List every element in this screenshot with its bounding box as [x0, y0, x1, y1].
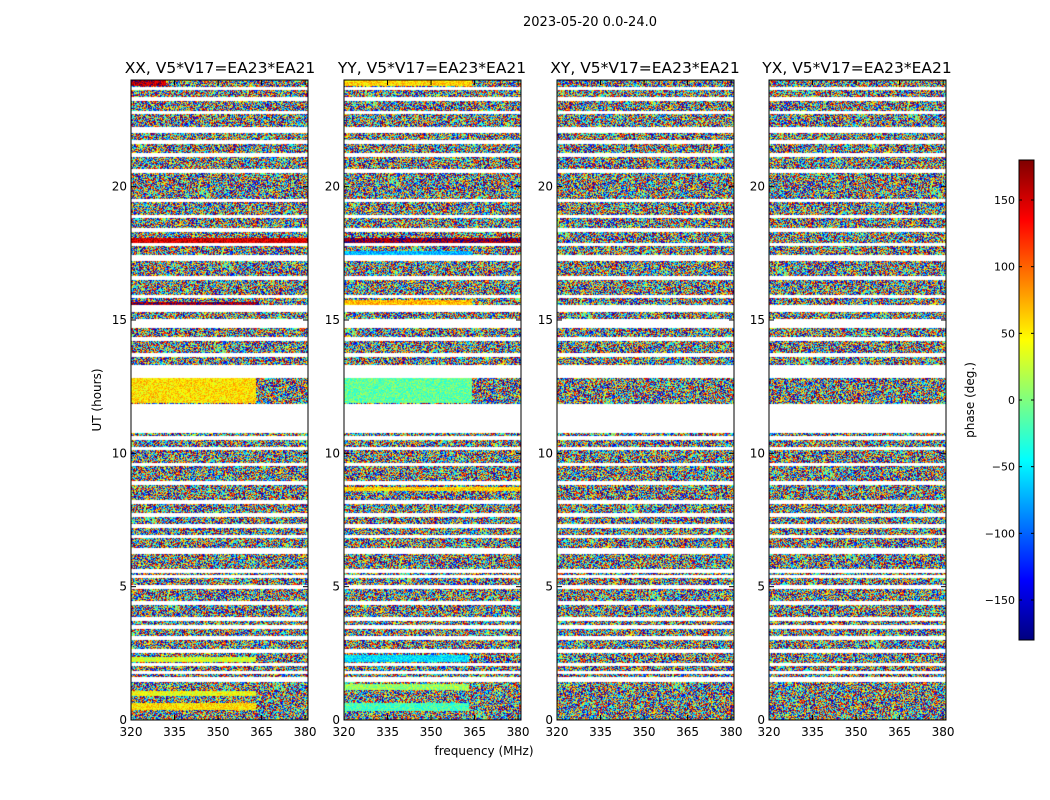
y-tick-label: 0 [757, 713, 765, 727]
colorbar-tick-label: −50 [992, 461, 1015, 474]
x-tick-label: 365 [888, 725, 911, 739]
axes-overlay: 320 335 350 365 380 0 5 10 15 20 320 335 350 365 380 0 5… [112, 79, 1034, 739]
x-tick-label: 320 [333, 725, 356, 739]
x-tick-label: 380 [720, 725, 743, 739]
plot-frame [556, 79, 735, 721]
panel-title: XX, V5*V17=EA23*EA21 [125, 59, 316, 77]
y-tick-label: 15 [112, 313, 127, 327]
y-tick-label: 15 [325, 313, 340, 327]
y-tick-label: 20 [112, 180, 127, 194]
x-axis-label: frequency (MHz) [434, 744, 533, 758]
panel-yy: YY, V5*V17=EA23*EA21 [337, 59, 526, 77]
y-tick-label: 15 [538, 313, 553, 327]
x-tick-label: 350 [207, 725, 230, 739]
y-tick-label: 10 [112, 446, 127, 460]
x-tick-label: 365 [250, 725, 273, 739]
y-tick-label: 0 [332, 713, 340, 727]
x-tick-label: 335 [801, 725, 824, 739]
x-tick-label: 380 [294, 725, 317, 739]
y-tick-label: 5 [119, 580, 127, 594]
y-tick-label: 5 [332, 580, 340, 594]
x-tick-label: 320 [546, 725, 569, 739]
colorbar-tick-label: 100 [994, 261, 1015, 274]
y-tick-label: 0 [545, 713, 553, 727]
y-tick-label: 0 [119, 713, 127, 727]
colorbar-tick-label: −100 [985, 527, 1015, 540]
phase-raster [769, 80, 946, 720]
x-tick-label: 320 [758, 725, 781, 739]
y-tick-label: 20 [325, 180, 340, 194]
plot-frame [130, 79, 309, 721]
colorbar-tick-label: 50 [1001, 327, 1015, 340]
colorbar-tick-label: 150 [994, 194, 1015, 207]
plot-frame [768, 79, 947, 721]
x-tick-label: 365 [676, 725, 699, 739]
phase-raster [344, 80, 521, 720]
x-tick-label: 350 [633, 725, 656, 739]
phase-raster [557, 80, 734, 720]
panel-title: YX, V5*V17=EA23*EA21 [761, 59, 951, 77]
colorbar-tick-label: 0 [1008, 394, 1015, 407]
y-tick-label: 10 [750, 446, 765, 460]
x-tick-label: 350 [420, 725, 443, 739]
x-tick-label: 350 [845, 725, 868, 739]
panel-title: XY, V5*V17=EA23*EA21 [550, 59, 739, 77]
x-tick-label: 380 [932, 725, 955, 739]
panel-title: YY, V5*V17=EA23*EA21 [337, 59, 526, 77]
phase-raster [131, 80, 308, 720]
colorbar-label: phase (deg.) [963, 362, 977, 438]
colorbar: phase (deg.) [963, 159, 1035, 641]
y-tick-label: 5 [757, 580, 765, 594]
panel-yx: YX, V5*V17=EA23*EA21 [761, 59, 951, 77]
x-tick-label: 335 [376, 725, 399, 739]
y-tick-label: 5 [545, 580, 553, 594]
y-tick-label: 20 [750, 180, 765, 194]
x-tick-label: 335 [589, 725, 612, 739]
panel-xx: XX, V5*V17=EA23*EA21 [125, 59, 316, 77]
x-tick-label: 365 [463, 725, 486, 739]
y-axis-label: UT (hours) [90, 368, 104, 431]
plot-frame [343, 79, 522, 721]
y-tick-label: 15 [750, 313, 765, 327]
y-tick-label: 20 [538, 180, 553, 194]
panel-xy: XY, V5*V17=EA23*EA21 [550, 59, 739, 77]
colorbar-tick-label: −150 [985, 594, 1015, 607]
x-tick-label: 380 [507, 725, 530, 739]
chart-title: 2023-05-20 0.0-24.0 [523, 15, 657, 30]
x-tick-label: 335 [163, 725, 186, 739]
x-tick-label: 320 [120, 725, 143, 739]
y-tick-label: 10 [325, 446, 340, 460]
y-tick-label: 10 [538, 446, 553, 460]
